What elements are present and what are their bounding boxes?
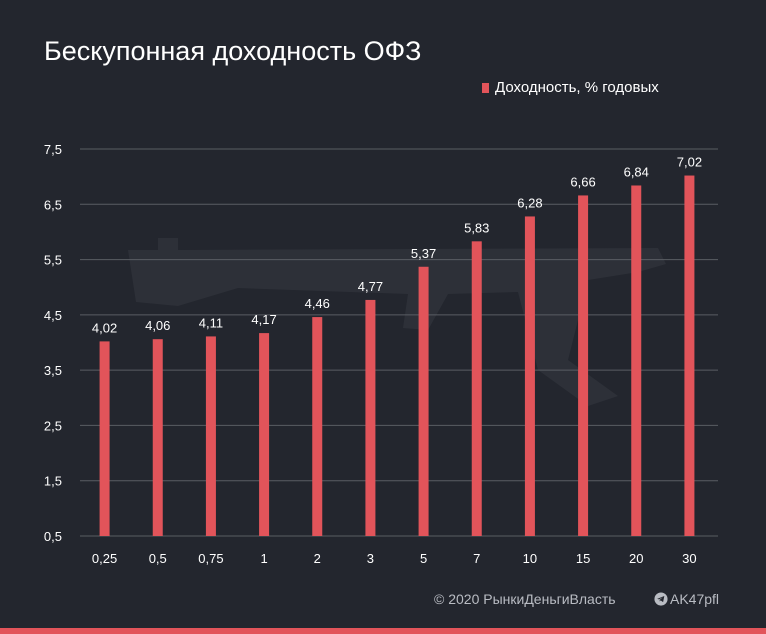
bar [259,333,270,536]
data-label: 5,83 [464,220,489,235]
data-label: 4,06 [145,318,170,333]
data-label: 6,28 [517,195,542,210]
bar [631,185,642,536]
data-label: 5,37 [411,246,436,261]
footer-channel[interactable]: AK47pfl [654,591,719,607]
x-tick-label: 10 [523,551,537,566]
data-label: 6,66 [570,174,595,189]
x-tick-label: 0,75 [198,551,223,566]
bar [365,299,376,536]
grid-lines [80,148,718,537]
x-tick-label: 3 [367,551,374,566]
bar [152,339,163,536]
y-tick-label: 5,5 [44,253,62,268]
bar [471,241,482,536]
x-axis-ticks: 0,25 0,5 0,75 1 2 3 5 7 10 15 20 30 [92,551,697,566]
x-tick-label: 2 [314,551,321,566]
data-labels: 4,02 4,06 4,11 4,17 4,46 4,77 5,37 5,83 6,28 6,66… [92,155,702,336]
y-tick-label: 0,5 [44,529,62,544]
bars [99,175,695,536]
x-tick-label: 30 [682,551,696,566]
x-tick-label: 7 [473,551,480,566]
x-tick-label: 15 [576,551,590,566]
x-tick-label: 1 [260,551,267,566]
data-label: 4,02 [92,320,117,335]
x-tick-label: 0,25 [92,551,117,566]
footer-copyright: © 2020 РынкиДеньгиВласть [434,591,616,607]
bar [205,336,216,536]
data-label: 6,84 [624,164,649,179]
data-label: 4,11 [199,315,223,330]
data-label: 4,77 [358,279,383,294]
legend-swatch [482,82,489,93]
legend-label: Доходность, % годовых [495,79,659,96]
data-label: 4,17 [251,312,276,327]
chart-legend: Доходность, % годовых [482,79,659,96]
x-tick-label: 5 [420,551,427,566]
bar [99,341,110,536]
bar [578,195,589,536]
x-tick-label: 20 [629,551,643,566]
x-tick-label: 0,5 [149,551,167,566]
bar [312,317,323,536]
y-axis-ticks: 0,5 1,5 2,5 3,5 4,5 5,5 6,5 7,5 [44,142,62,544]
channel-name: AK47pfl [670,591,720,607]
bar [684,175,695,536]
y-tick-label: 7,5 [44,142,62,157]
data-label: 4,46 [305,296,330,311]
data-label: 7,02 [677,155,702,170]
bar [524,216,535,536]
y-tick-label: 6,5 [44,197,62,212]
bar [418,266,429,536]
bottom-accent-bar [0,628,766,634]
y-tick-label: 1,5 [44,474,62,489]
y-tick-label: 4,5 [44,308,62,323]
telegram-icon [654,592,668,606]
y-tick-label: 3,5 [44,363,62,378]
y-tick-label: 2,5 [44,418,62,433]
chart-title: Бескупонная доходность ОФЗ [44,36,422,66]
